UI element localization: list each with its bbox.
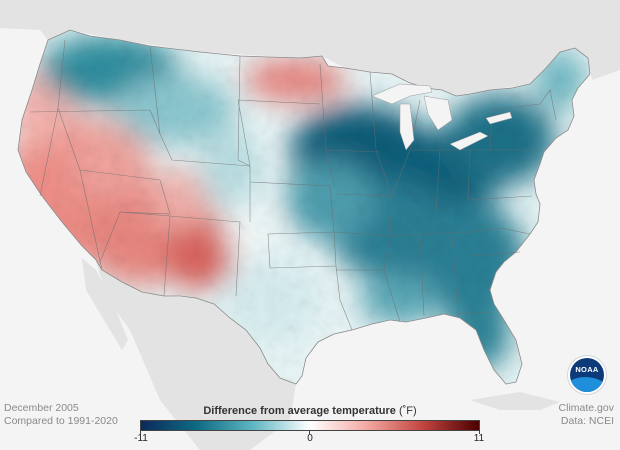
credits: Climate.gov Data: NCEI: [559, 402, 614, 428]
border-line: [237, 99, 321, 105]
border-line: [419, 235, 425, 317]
border-line: [469, 251, 521, 257]
border-line: [249, 181, 335, 235]
noaa-logo-sky: [570, 358, 604, 392]
legend-unit: (˚F): [398, 405, 417, 417]
border-line: [451, 235, 459, 315]
legend-title: Difference from average temperature (˚F): [140, 405, 480, 417]
lake-michigan: [399, 103, 415, 151]
legend-mid-label: 0: [307, 433, 313, 444]
tick-mark-max: [479, 431, 480, 434]
canada-land: [0, 0, 620, 96]
legend-min-label: -11: [134, 433, 148, 444]
tick-mark-min: [140, 431, 141, 434]
date-text: December 2005: [4, 402, 79, 414]
noaa-logo: NOAA: [568, 356, 606, 394]
border-line: [237, 99, 251, 167]
legend-color-bar: [140, 420, 480, 431]
tick-mark-mid: [309, 431, 310, 434]
border-line: [457, 311, 493, 315]
border-line: [99, 211, 121, 263]
source-text: Data: NCEI: [560, 415, 614, 427]
great-lakes: [371, 83, 513, 151]
cuba-land: [470, 392, 560, 410]
border-line: [169, 215, 241, 297]
border-line: [237, 55, 251, 222]
border-line: [539, 89, 557, 121]
border-line: [29, 109, 161, 135]
border-line: [159, 133, 251, 167]
lake-superior: [371, 83, 433, 105]
credit-text: Climate.gov: [558, 402, 614, 414]
legend-max-label: 11: [473, 433, 485, 444]
border-line: [79, 169, 171, 215]
baseline-text: Compared to 1991-2020: [4, 415, 118, 427]
state-borders: [29, 39, 557, 331]
border-line: [467, 195, 533, 201]
border-line: [335, 265, 353, 331]
noaa-logo-wave: [570, 377, 604, 392]
mexico-land: [96, 262, 296, 450]
legend-title-text: Difference from average temperature: [203, 405, 396, 417]
date-caption: December 2005 Compared to 1991-2020: [4, 402, 118, 428]
noaa-logo-text: NOAA: [575, 365, 599, 374]
lake-ontario: [485, 111, 513, 125]
border-line: [333, 193, 393, 237]
border-line: [389, 227, 531, 237]
lake-erie: [449, 131, 489, 151]
baja-land: [82, 258, 128, 350]
border-line: [369, 71, 393, 197]
border-line: [267, 231, 337, 269]
border-line: [383, 269, 401, 323]
border-line: [325, 149, 381, 153]
lake-huron: [423, 95, 453, 131]
border-line: [489, 103, 541, 151]
border-line: [149, 45, 161, 135]
